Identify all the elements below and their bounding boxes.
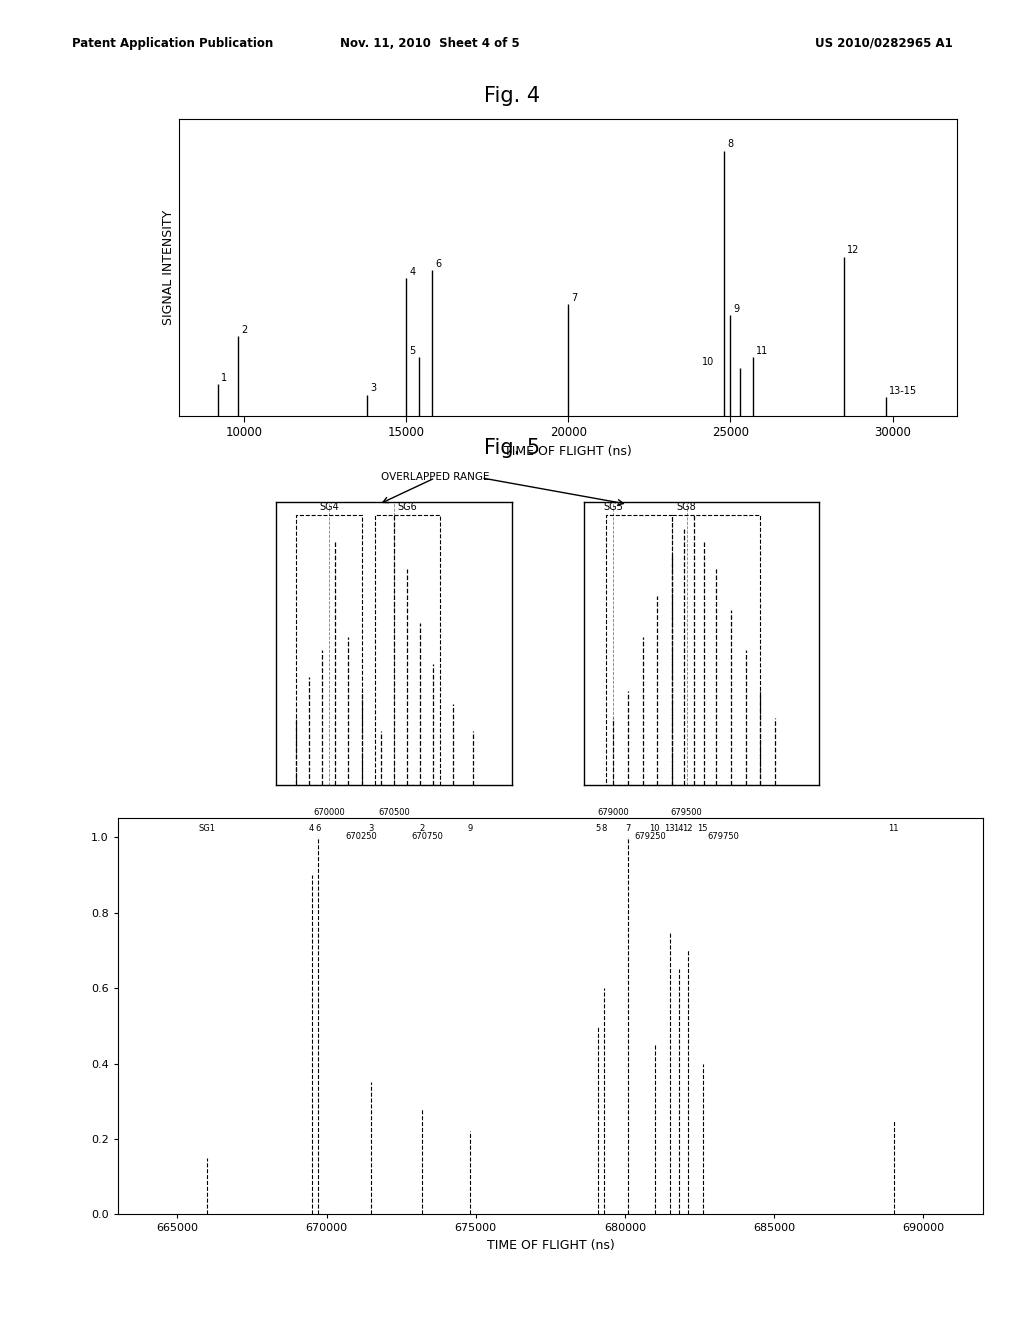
Text: 7: 7	[571, 293, 578, 304]
Text: 10: 10	[702, 356, 715, 367]
Text: SG1: SG1	[199, 825, 216, 833]
Text: 13-15: 13-15	[889, 385, 918, 396]
Text: OVERLAPPED RANGE: OVERLAPPED RANGE	[381, 471, 489, 482]
Text: 670750: 670750	[411, 832, 443, 841]
Text: 4: 4	[410, 267, 416, 277]
Text: 12: 12	[682, 825, 693, 833]
Text: 14: 14	[674, 825, 684, 833]
Text: 15: 15	[697, 825, 708, 833]
Text: 11: 11	[888, 825, 899, 833]
Text: 679750: 679750	[708, 832, 739, 841]
Text: 2: 2	[241, 325, 247, 335]
Text: 11: 11	[757, 346, 769, 356]
Text: 8: 8	[727, 140, 733, 149]
Text: 3: 3	[369, 825, 374, 833]
Text: 670000: 670000	[313, 808, 345, 817]
Text: 3: 3	[371, 383, 377, 393]
Text: 13: 13	[665, 825, 675, 833]
Bar	[672, 515, 760, 785]
Text: SG5: SG5	[603, 503, 623, 512]
Text: 679500: 679500	[671, 808, 702, 817]
Text: 5: 5	[410, 346, 416, 356]
Bar	[606, 515, 672, 785]
Text: 12: 12	[847, 246, 859, 255]
Text: 6: 6	[315, 825, 321, 833]
Text: Fig. 5: Fig. 5	[484, 438, 540, 458]
Text: Patent Application Publication: Patent Application Publication	[72, 37, 273, 50]
Text: 2: 2	[420, 825, 425, 833]
Text: Fig. 4: Fig. 4	[484, 86, 540, 106]
Text: 670250: 670250	[346, 832, 378, 841]
Bar	[296, 515, 361, 785]
Text: 10: 10	[649, 825, 660, 833]
X-axis label: TIME OF FLIGHT (ns): TIME OF FLIGHT (ns)	[505, 445, 632, 458]
X-axis label: TIME OF FLIGHT (ns): TIME OF FLIGHT (ns)	[486, 1239, 614, 1251]
Text: SG4: SG4	[318, 503, 339, 512]
Text: 670500: 670500	[378, 808, 411, 817]
Text: 679000: 679000	[597, 808, 629, 817]
Text: 1: 1	[221, 372, 227, 383]
Text: 7: 7	[626, 825, 631, 833]
Text: 5: 5	[596, 825, 601, 833]
Text: SG6: SG6	[397, 503, 417, 512]
Bar	[375, 515, 440, 785]
Text: 8: 8	[601, 825, 607, 833]
Text: US 2010/0282965 A1: US 2010/0282965 A1	[814, 37, 952, 50]
Text: 679250: 679250	[634, 832, 666, 841]
Text: 9: 9	[467, 825, 472, 833]
Text: 4: 4	[309, 825, 314, 833]
Text: 6: 6	[435, 259, 441, 269]
Text: 9: 9	[733, 304, 739, 314]
Text: SG8: SG8	[677, 503, 696, 512]
Text: Nov. 11, 2010  Sheet 4 of 5: Nov. 11, 2010 Sheet 4 of 5	[340, 37, 520, 50]
Y-axis label: SIGNAL INTENSITY: SIGNAL INTENSITY	[162, 210, 175, 325]
